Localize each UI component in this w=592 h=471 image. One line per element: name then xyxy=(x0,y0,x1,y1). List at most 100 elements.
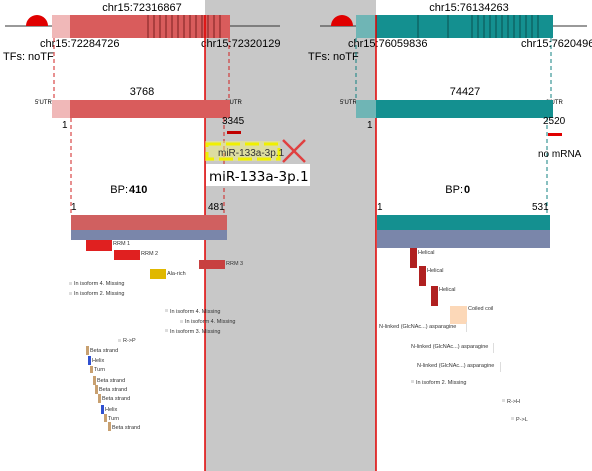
left-feature-label: Helix xyxy=(92,358,104,364)
left-feature-label: In isoform 4. Missing xyxy=(185,319,235,325)
right-bp-label: BP: xyxy=(445,184,463,196)
left-feature-label: Turn xyxy=(108,416,119,422)
right-feature-mark xyxy=(502,399,505,402)
left-feature-mark xyxy=(165,329,168,332)
left-feature-mark xyxy=(104,414,107,422)
left-feature-label: Ala-rich xyxy=(167,271,186,277)
left-feature-label: RRM 2 xyxy=(141,251,158,257)
right-feature-mark xyxy=(511,417,514,420)
right-transcript-bar[interactable] xyxy=(376,100,553,118)
right-coord-top: chr15:76134263 xyxy=(429,2,509,14)
left-feature-label: In isoform 4. Missing xyxy=(74,281,124,287)
left-utr3-label: 3'UTR xyxy=(225,100,242,106)
right-protein-bar[interactable] xyxy=(377,215,550,230)
left-feature-label: Helix xyxy=(105,407,117,413)
left-feature-label: Beta strand xyxy=(102,396,130,402)
right-feature-label: Helical xyxy=(427,268,444,274)
mirna-dashed-box xyxy=(205,142,281,161)
left-feature-label: R->P xyxy=(123,338,136,344)
right-coord-end: chr15:76204963 xyxy=(521,38,592,50)
left-feature-mark xyxy=(86,346,89,355)
right-tx-start: 1 xyxy=(367,120,373,131)
left-tf-label: TFs: noTF xyxy=(3,51,54,63)
left-transcript-bar[interactable] xyxy=(70,100,230,118)
right-feature-mark xyxy=(411,380,414,383)
left-gene-bar[interactable] xyxy=(70,15,230,38)
right-feature-label: R->H xyxy=(507,399,520,405)
left-bp-value: 410 xyxy=(129,184,147,196)
left-protein-bar[interactable] xyxy=(71,215,227,230)
left-centromere-icon xyxy=(26,15,48,26)
right-bp-value: 0 xyxy=(464,184,470,196)
right-mirna-site-marker xyxy=(548,133,562,136)
right-feature-label: N-linked (GlcNAc...) asparagine xyxy=(379,324,456,330)
left-coord-end: chr15:72320129 xyxy=(201,38,281,50)
right-gene-bar[interactable] xyxy=(376,15,553,38)
left-feature-mark xyxy=(95,385,98,394)
right-feature-label: Helical xyxy=(418,250,435,256)
left-feature-label: In isoform 4. Missing xyxy=(170,309,220,315)
left-protein-end: 481 xyxy=(208,202,225,213)
right-feature-label: Coiled coil xyxy=(468,306,493,312)
right-feature-mark xyxy=(410,248,417,268)
left-gene-utr-block xyxy=(52,15,70,38)
right-transcript-utr5 xyxy=(356,100,376,118)
right-feature-label: Helical xyxy=(439,287,456,293)
mirna-small-label: miR-133a-3p.1 xyxy=(218,148,285,159)
right-feature-mark xyxy=(466,322,467,332)
right-feature-track: Helical Helical Helical Coiled coil N-linked… xyxy=(379,248,528,423)
left-feature-mark xyxy=(150,269,166,279)
right-domain-track xyxy=(377,230,550,248)
left-feature-mark xyxy=(69,292,72,295)
left-feature-label: Beta strand xyxy=(90,348,118,354)
right-utr3-label: 3'UTR xyxy=(546,100,563,106)
left-tx-end: 3345 xyxy=(222,116,245,127)
mirna-big-label: miR-133a-3p.1 xyxy=(209,169,309,185)
left-coord-start: chr15:72284726 xyxy=(40,38,120,50)
right-coord-start: chr15:76059836 xyxy=(348,38,428,50)
mirna-blocked-x-icon xyxy=(282,139,306,163)
left-bp-label: BP: xyxy=(110,184,128,196)
left-feature-mark xyxy=(90,366,93,373)
breakpoint-band xyxy=(205,0,376,471)
left-feature-label: Beta strand xyxy=(99,387,127,393)
left-utr5-label: 5'UTR xyxy=(35,100,52,106)
left-protein-start: 1 xyxy=(71,202,77,213)
left-transcript-utr5 xyxy=(52,100,70,118)
left-feature-mark xyxy=(69,282,72,285)
left-feature-mark xyxy=(114,250,140,260)
left-feature-label: Beta strand xyxy=(112,425,140,431)
right-tx-end: 2520 xyxy=(543,116,566,127)
right-exon-marks xyxy=(417,15,539,38)
right-feature-label: N-linked (GlcNAc...) asparagine xyxy=(411,344,488,350)
right-protein-end: 531 xyxy=(532,202,549,213)
right-centromere-icon xyxy=(331,15,353,26)
left-feature-mark xyxy=(180,320,183,323)
left-feature-mark xyxy=(88,356,91,365)
right-feature-label: P->L xyxy=(516,417,528,423)
right-feature-label: In isoform 2. Missing xyxy=(416,380,466,386)
right-gene-utr-block xyxy=(356,15,376,38)
no-mrna-label: no mRNA xyxy=(538,149,582,160)
left-coord-top: chr15:72316867 xyxy=(102,2,182,14)
left-feature-mark xyxy=(98,394,101,403)
left-feature-label: Turn xyxy=(94,367,105,373)
left-feature-mark xyxy=(118,339,121,342)
right-feature-mark xyxy=(500,362,501,372)
left-feature-label: In isoform 2. Missing xyxy=(74,291,124,297)
left-domain-track xyxy=(71,230,227,240)
right-feature-mark xyxy=(431,286,438,306)
left-feature-mark xyxy=(101,405,104,414)
left-feature-mark xyxy=(108,422,111,431)
left-feature-mark xyxy=(86,240,112,251)
right-feature-mark xyxy=(419,266,426,286)
left-feature-label: RRM 3 xyxy=(226,261,243,267)
right-feature-mark xyxy=(493,343,494,353)
right-protein-start: 1 xyxy=(377,202,383,213)
left-exon-marks xyxy=(147,15,221,38)
right-utr5-label: 5'UTR xyxy=(340,100,357,106)
left-feature-label: In isoform 3. Missing xyxy=(170,329,220,335)
right-feature-label: N-linked (GlcNAc...) asparagine xyxy=(417,363,494,369)
mirna-label-box xyxy=(206,164,310,186)
right-transcript-length: 74427 xyxy=(450,86,481,98)
